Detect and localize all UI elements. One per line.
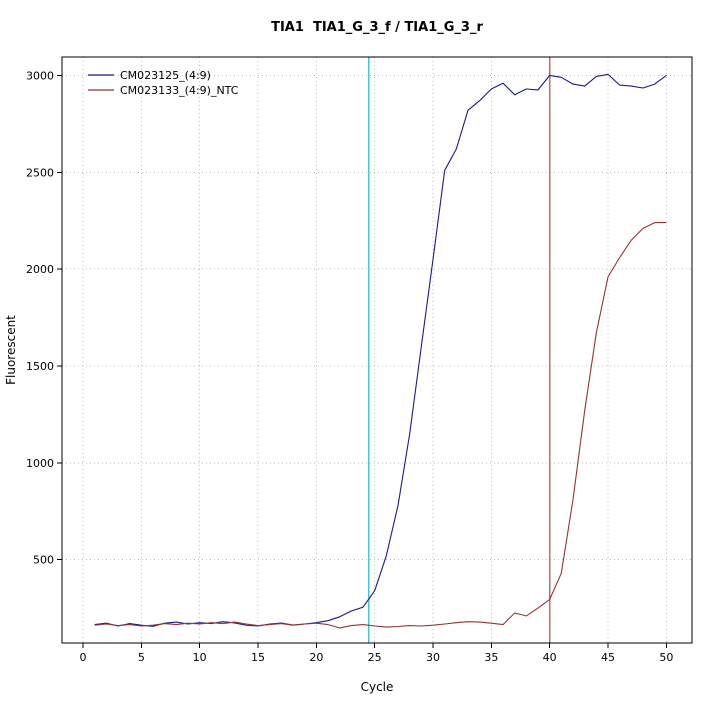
- y-axis-label: Fluorescent: [4, 315, 18, 385]
- series-lines: [94, 73, 667, 629]
- x-tick-label: 5: [138, 651, 145, 664]
- y-tick-label: 2000: [26, 263, 54, 276]
- axis-ticks: 0 5 10 15 20 25 30 35 40 45 50 500 1000 1500 2000 2500 3…: [26, 69, 673, 664]
- x-tick-label: 20: [309, 651, 323, 664]
- chart-title: TIA1 TIA1_G_3_f / TIA1_G_3_r: [271, 20, 483, 35]
- x-tick-label: 25: [368, 651, 382, 664]
- y-tick-label: 1000: [26, 457, 54, 470]
- series-line-1: [94, 222, 667, 629]
- x-tick-label: 10: [193, 651, 207, 664]
- y-tick-label: 1500: [26, 360, 54, 373]
- x-tick-label: 50: [659, 651, 673, 664]
- x-tick-label: 35: [484, 651, 498, 664]
- series-line-0: [94, 73, 667, 627]
- x-tick-label: 40: [543, 651, 557, 664]
- plot-border: [61, 56, 693, 644]
- x-tick-label: 45: [601, 651, 615, 664]
- legend-label-0: CM023125_(4:9): [120, 69, 211, 82]
- x-axis-label: Cycle: [361, 680, 394, 694]
- x-tick-label: 0: [80, 651, 87, 664]
- x-tick-label: 30: [426, 651, 440, 664]
- y-tick-label: 3000: [26, 69, 54, 82]
- legend-label-1: CM023133_(4:9)_NTC: [120, 84, 239, 97]
- y-tick-label: 2500: [26, 166, 54, 179]
- grid-lines: [62, 57, 692, 643]
- plot-frame: [61, 56, 693, 644]
- y-tick-label: 500: [33, 554, 54, 567]
- legend: CM023125_(4:9) CM023133_(4:9)_NTC: [88, 69, 239, 97]
- x-tick-label: 15: [251, 651, 265, 664]
- vertical-marker-lines: [368, 57, 551, 643]
